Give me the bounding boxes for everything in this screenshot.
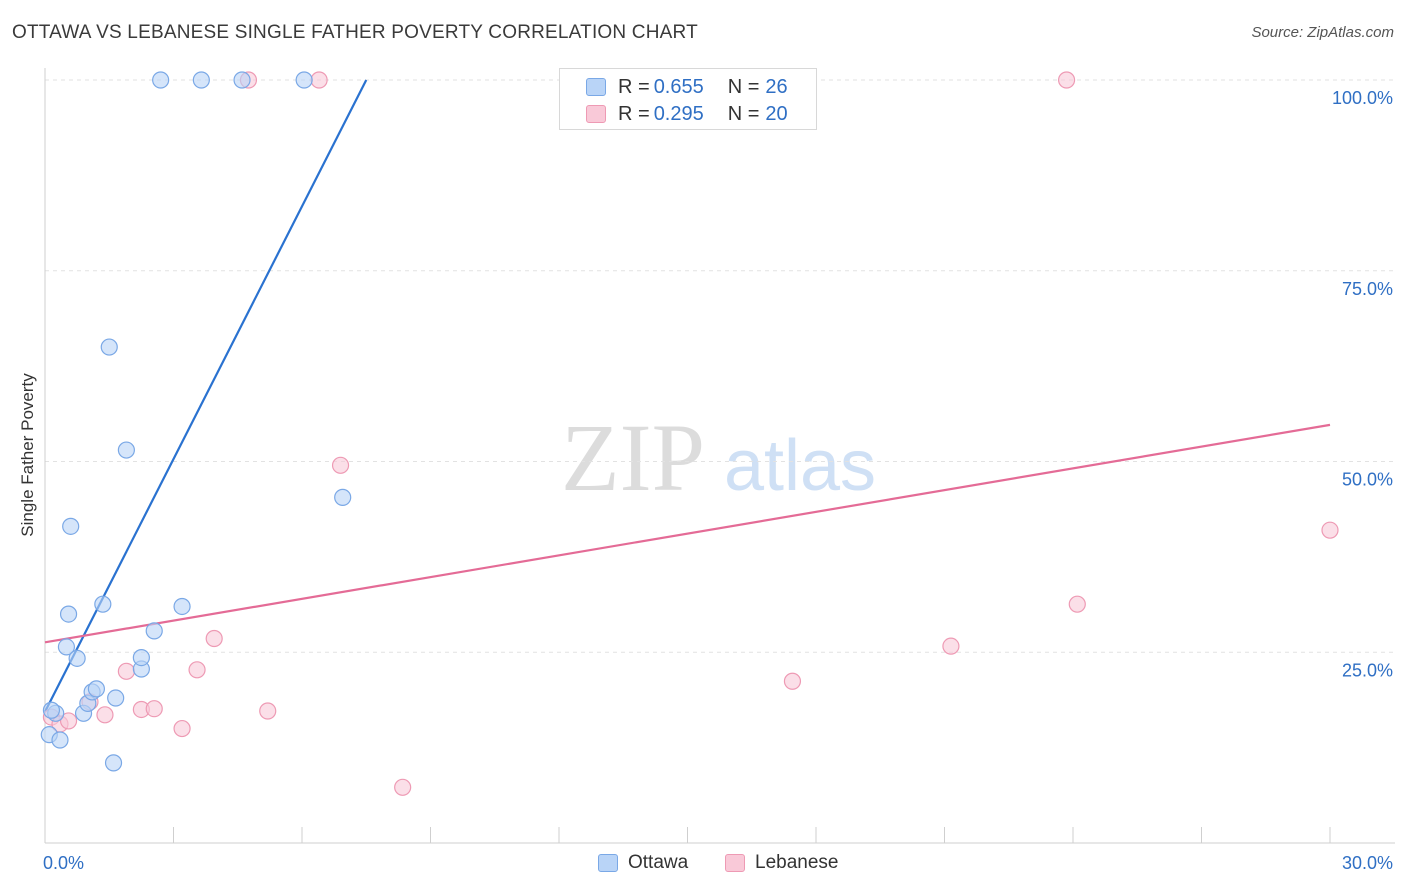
ottawa-point <box>68 649 86 667</box>
ottawa-point <box>173 597 191 616</box>
ottawa-point <box>107 689 125 707</box>
series-legend-label: Ottawa <box>628 852 689 873</box>
ottawa-point <box>295 71 313 89</box>
ottawa-point <box>100 338 118 356</box>
y-tick-label: 75.0% <box>1342 279 1393 299</box>
legend-r-value: 0.655 <box>653 75 704 98</box>
lebanese-point <box>1321 521 1339 539</box>
lebanese-point <box>145 700 163 718</box>
legend-r-value: 0.295 <box>653 102 704 125</box>
lebanese-point <box>259 702 277 720</box>
ottawa-point <box>117 441 135 459</box>
legend-r-label: R = <box>618 102 650 125</box>
series-legend-lebanese[interactable]: Lebanese <box>725 852 838 874</box>
source-note: Source: ZipAtlas.com <box>1251 24 1394 41</box>
legend-n-value: 26 <box>765 75 788 98</box>
lebanese-point <box>1068 595 1086 613</box>
ottawa-point <box>57 638 76 656</box>
watermark-zip: ZIP <box>561 404 705 511</box>
trendlines <box>44 79 1331 713</box>
watermark-atlas: atlas <box>724 426 876 506</box>
lebanese-point <box>310 71 328 89</box>
lebanese-point <box>96 706 114 724</box>
ottawa-swatch <box>586 78 606 96</box>
x-tick-label: 0.0% <box>43 853 84 873</box>
ottawa-point <box>104 754 123 772</box>
ottawa-point <box>94 595 112 613</box>
ottawa-point <box>59 605 78 623</box>
legend-row-ottawa: R = 0.655 N = 26 <box>560 74 788 100</box>
ottawa-trendline <box>44 79 368 713</box>
lebanese-trendline <box>44 423 1331 644</box>
ottawa-point <box>152 71 170 89</box>
series-legend-label: Lebanese <box>755 852 839 873</box>
legend-n-label: N = <box>727 102 760 125</box>
y-tick-label: 100.0% <box>1332 88 1393 108</box>
ottawa-point <box>62 517 80 535</box>
lebanese-point <box>205 629 223 648</box>
grid <box>45 79 1395 653</box>
legend-row-lebanese: R = 0.295 N = 20 <box>560 101 788 127</box>
lebanese-point <box>783 672 802 690</box>
tick-labels: 25.0% 50.0% 75.0% 100.0% 0.0% 30.0% <box>43 88 1393 873</box>
data-points <box>40 71 1339 796</box>
lebanese-point <box>188 661 206 679</box>
lebanese-point <box>942 637 960 655</box>
lebanese-point <box>117 662 135 680</box>
ottawa-point <box>51 731 69 749</box>
legend-r-label: R = <box>618 75 650 98</box>
ottawa-point <box>334 488 352 506</box>
axes <box>44 68 1395 844</box>
ottawa-point <box>192 71 210 89</box>
lebanese-point <box>59 712 78 730</box>
series-legend: Ottawa Lebanese <box>0 852 1406 878</box>
lebanese-point <box>1057 71 1076 89</box>
legend-n-label: N = <box>727 75 760 98</box>
lebanese-point <box>173 719 191 738</box>
lebanese-swatch <box>725 854 745 872</box>
ottawa-point <box>87 680 106 698</box>
watermark: ZIP atlas <box>561 404 876 511</box>
ottawa-point <box>132 648 150 667</box>
lebanese-point <box>394 778 412 796</box>
series-legend-ottawa[interactable]: Ottawa <box>598 852 688 874</box>
chart-title: OTTAWA VS LEBANESE SINGLE FATHER POVERTY… <box>12 22 698 43</box>
ottawa-point <box>233 71 251 89</box>
ottawa-point <box>42 701 61 719</box>
x-tick-label: 30.0% <box>1342 853 1393 873</box>
lebanese-swatch <box>586 105 606 123</box>
y-tick-label: 50.0% <box>1342 470 1393 490</box>
legend-n-value: 20 <box>765 102 788 125</box>
lebanese-point <box>331 456 350 474</box>
y-tick-label: 25.0% <box>1342 660 1393 680</box>
correlation-legend: R = 0.655 N = 26 R = 0.295 N = 20 <box>559 68 817 130</box>
ottawa-point <box>145 622 163 640</box>
ottawa-swatch <box>598 854 618 872</box>
